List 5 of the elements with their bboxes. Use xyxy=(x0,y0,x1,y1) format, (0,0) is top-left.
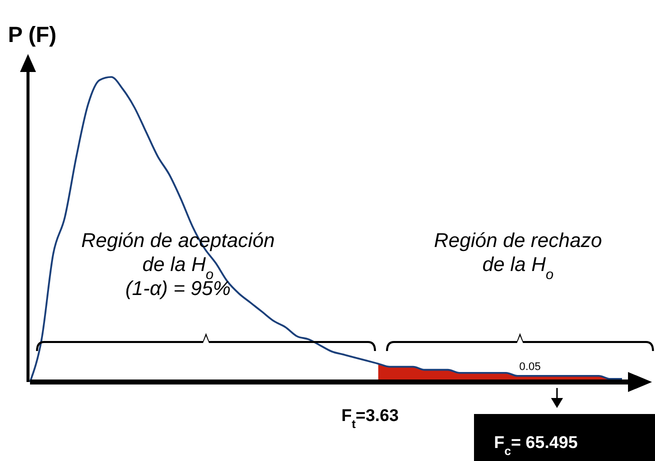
text: F$_{t}$=3.63 xyxy=(341,406,399,431)
annotation: Región de rechazo de la H$_{o}$ xyxy=(434,230,602,282)
text: F$_{c}$= 65.495 xyxy=(494,433,578,458)
y-axis-title: P (F) xyxy=(8,22,56,47)
annotation: 0.05 xyxy=(519,361,541,373)
